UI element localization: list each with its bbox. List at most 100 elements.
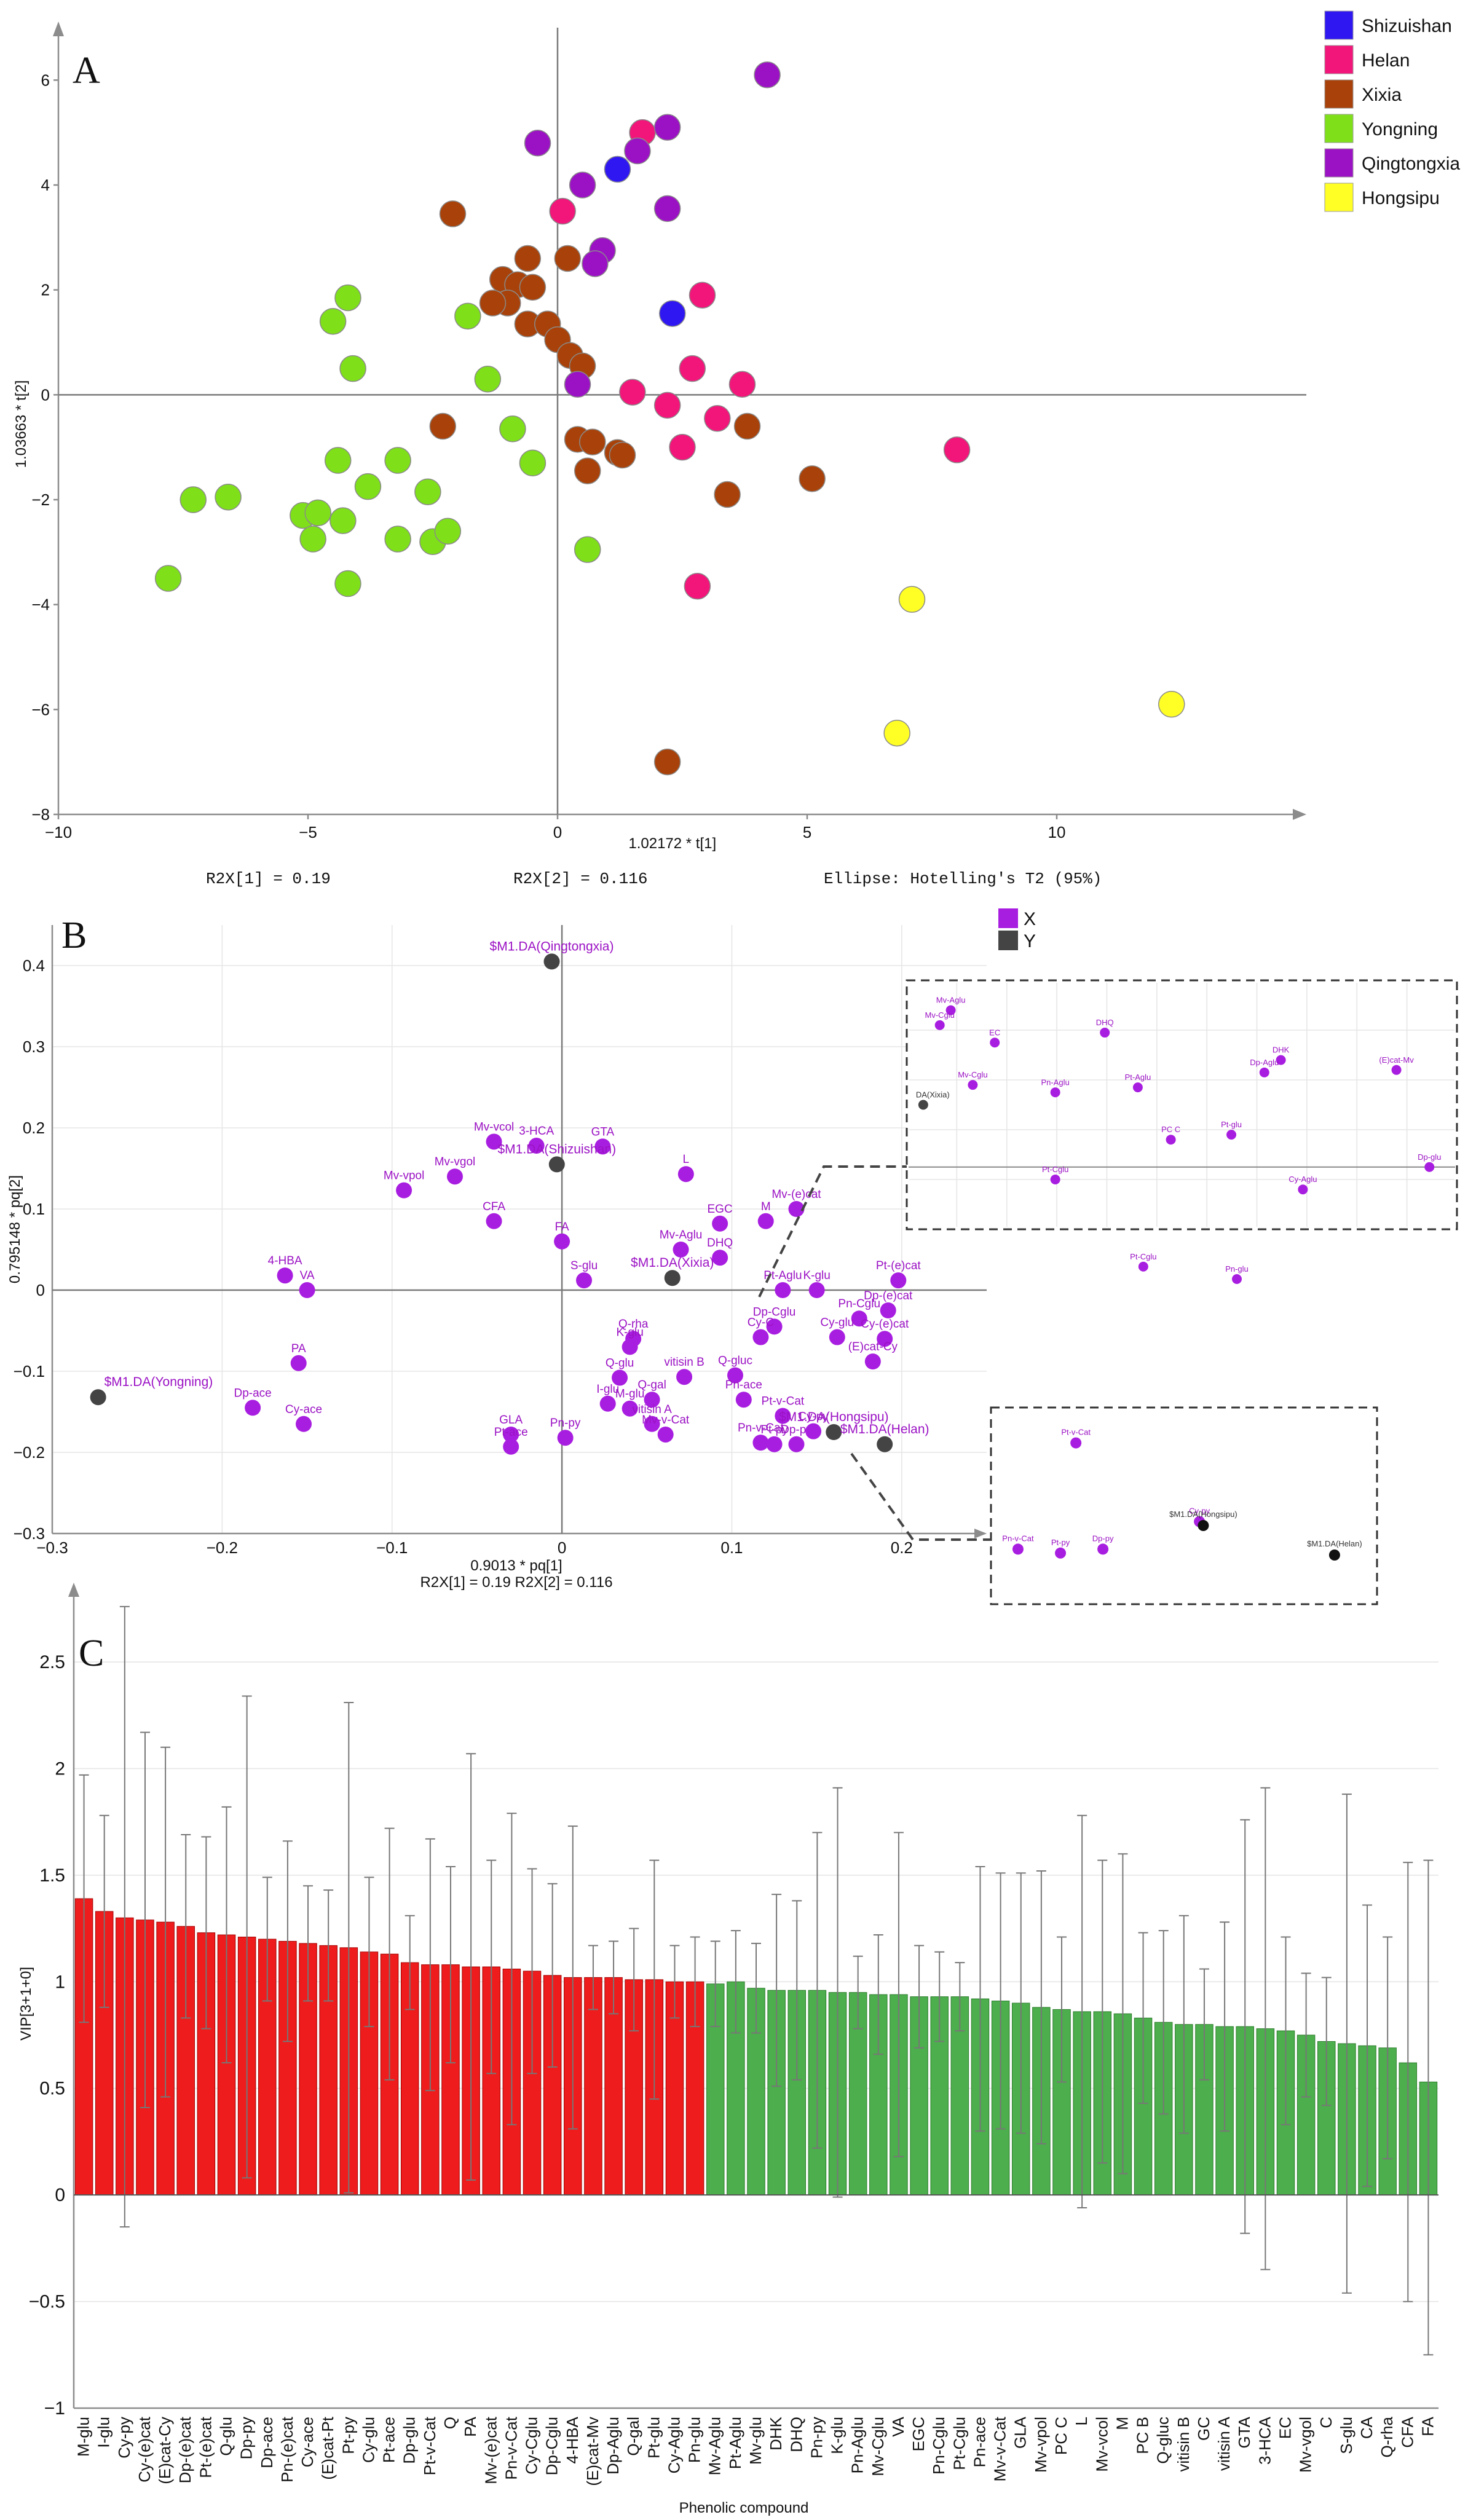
loading-label: Cy-ace (285, 1403, 322, 1416)
loading-label: vitisin B (664, 1356, 704, 1369)
x-tick-label: Pt-py (339, 2417, 357, 2454)
legend-swatch-y (998, 931, 1018, 950)
score-point-xixia (574, 457, 601, 484)
response-point (664, 1270, 681, 1286)
x-tick-label: PA (461, 2416, 480, 2436)
loading-point (486, 1133, 502, 1150)
x-tick-label: FA (1418, 2416, 1437, 2436)
score-point-yongning (334, 570, 361, 597)
loading-point (880, 1302, 896, 1318)
score-point-helan (653, 392, 681, 419)
x-tick-label: M-glu (74, 2417, 93, 2457)
loading-label: Pt-(e)cat (876, 1259, 922, 1272)
loading-point (851, 1310, 867, 1327)
y-tick-label: 0.3 (23, 1038, 45, 1056)
score-point-helan (549, 197, 576, 225)
loading-point (829, 1329, 845, 1345)
loading-label: Mv-vcol (474, 1120, 514, 1133)
inset-loading-point (1391, 1065, 1402, 1075)
panel-letter-b: B (61, 915, 87, 956)
y-tick-label: 0.4 (23, 956, 45, 975)
x-tick-label: Q-gal (624, 2417, 642, 2456)
score-point-xixia (429, 412, 456, 440)
x-tick-label: PC C (1052, 2417, 1070, 2455)
loading-point (752, 1329, 769, 1345)
score-point-yongning (574, 536, 601, 563)
loading-point (788, 1436, 805, 1452)
legend-label-qingtongxia: Qingtongxia (1362, 154, 1460, 174)
x-tick-label: Cy-glu (359, 2417, 377, 2463)
score-point-yongning (324, 447, 352, 474)
footer-r2x: R2X[1] = 0.19 R2X[2] = 0.116 (420, 1574, 612, 1591)
response-point (90, 1389, 106, 1406)
x-axis-title: 0.9013 * pq[1] (470, 1557, 562, 1574)
inset-loading-label: DHQ (1096, 1018, 1114, 1027)
score-point-hongsipu (898, 586, 926, 613)
score-point-xixia (609, 441, 636, 469)
x-tick-label: −0.1 (376, 1538, 408, 1557)
footer-ellipse: Ellipse: Hotelling's T2 (95%) (824, 870, 1102, 888)
y-tick-label: 0.2 (23, 1119, 45, 1137)
loading-label: PA (291, 1342, 306, 1355)
loading-label: K-glu (616, 1326, 643, 1339)
loading-label: Mv-(e)cat (772, 1188, 821, 1201)
y-tick-label: −0.2 (14, 1443, 45, 1462)
y-axis-title: 0.795148 * pq[2] (7, 1175, 23, 1283)
inset-loading-point (1259, 1067, 1269, 1077)
inset-loading-label: Dp-glu (1418, 1152, 1441, 1162)
x-tick-label: Pn-glu (685, 2417, 704, 2463)
legend-label-y: Y (1024, 931, 1036, 951)
x-tick-label: GC (1194, 2417, 1213, 2441)
loading-label: Pt-Aglu (764, 1269, 802, 1282)
loading-label: VA (300, 1269, 315, 1282)
x-tick-label: −5 (299, 823, 317, 841)
loading-label: Pt-ace (494, 1426, 528, 1439)
y-tick-label: −4 (31, 596, 50, 614)
y-tick-label: −8 (31, 805, 50, 824)
loading-point (396, 1182, 412, 1199)
x-tick-label: CFA (1398, 2416, 1416, 2447)
inset-loading-label: Mv-Aglu (936, 996, 966, 1005)
y-tick-label: 4 (41, 176, 50, 194)
score-point-qingtongxia (754, 61, 781, 89)
loading-label: Cy-py (798, 1411, 829, 1423)
y-tick-label: 0 (36, 1281, 45, 1299)
loading-label: Dp-(e)cat (864, 1290, 913, 1302)
inset-loading-label: Pn-glu (1225, 1264, 1249, 1274)
inset-loading-point (1100, 1028, 1110, 1038)
loading-label: Cy-(e)cat (861, 1318, 909, 1331)
score-point-helan (679, 355, 706, 382)
x-tick-label: (E)cat-Mv (583, 2417, 602, 2486)
loading-label: 3-HCA (519, 1125, 554, 1138)
x-tick-label: CA (1357, 2416, 1376, 2439)
x-tick-label: EGC (909, 2417, 928, 2451)
score-point-helan (619, 379, 646, 406)
score-point-yongning (384, 526, 411, 553)
score-point-yongning (519, 449, 547, 477)
panel-a-score-plot: −10 −5 0 5 10 −8 −6 −4 −2 0 2 4 6 1.02172 * t[1] 1.036… (13, 10, 1460, 888)
legend-label-hongsipu: Hongsipu (1362, 188, 1440, 208)
y-axis-title: 1.03663 * t[2] (13, 380, 30, 468)
loading-point (446, 1168, 463, 1185)
score-point-yongning (339, 355, 366, 382)
x-tick-label: Dp-ace (258, 2417, 276, 2468)
inset-response-label: $M1.DA(Helan) (1307, 1539, 1362, 1548)
inset-loading-label: Dp-Aglu (1250, 1058, 1279, 1067)
loading-point (788, 1201, 805, 1217)
inset-loading-point (1050, 1087, 1060, 1098)
score-point-xixia (554, 245, 581, 272)
footer-r2x2: R2X[2] = 0.116 (513, 870, 647, 888)
inset-loading-point (1298, 1184, 1308, 1195)
score-point-yongning (299, 526, 326, 553)
y-tick-label: 1.5 (39, 1865, 65, 1886)
inset-loading-point (1055, 1547, 1067, 1559)
x-tick-label: Mv-vgol (1296, 2417, 1315, 2473)
score-point-qingtongxia (653, 114, 681, 141)
score-point-hongsipu (1158, 691, 1185, 718)
score-point-yongning (384, 447, 411, 474)
inset-loading-label: Pt-v-Cat (1061, 1428, 1091, 1437)
legend-label-helan: Helan (1362, 50, 1410, 71)
score-point-yongning (319, 308, 347, 335)
loading-point (727, 1367, 743, 1384)
